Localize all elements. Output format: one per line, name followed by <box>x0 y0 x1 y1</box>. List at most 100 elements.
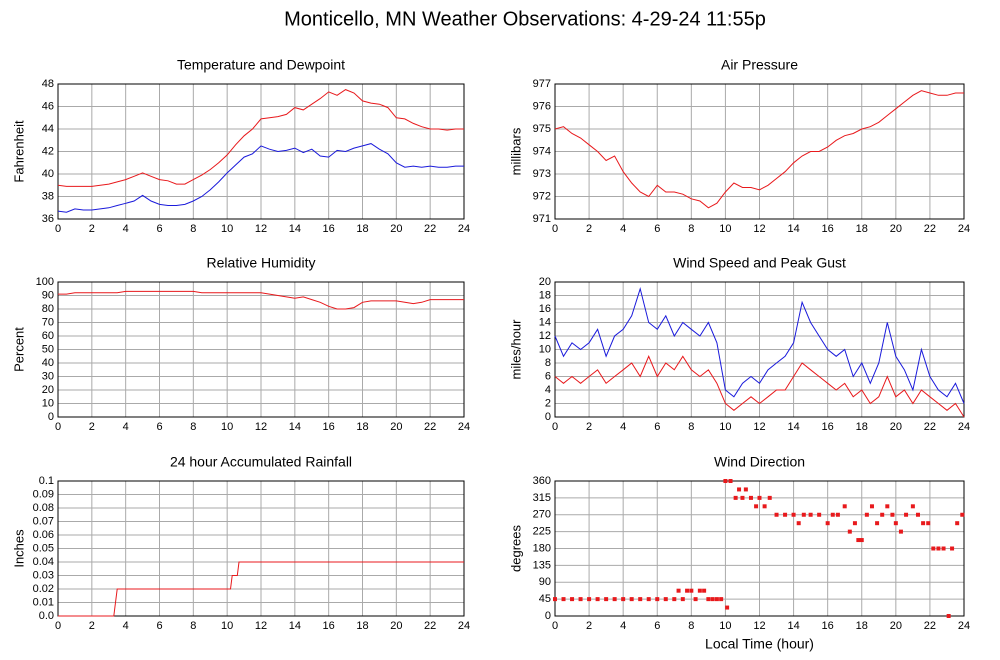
y-tick-label: 44 <box>42 123 54 135</box>
y-tick-label: 6 <box>545 370 551 382</box>
x-tick-label: 22 <box>424 421 436 433</box>
y-tick-label: 42 <box>42 145 54 157</box>
data-point <box>629 597 634 602</box>
data-point <box>737 487 742 492</box>
y-tick-label: 45 <box>539 593 551 605</box>
data-point <box>754 504 759 509</box>
data-point <box>835 512 840 517</box>
x-tick-label: 2 <box>586 421 592 433</box>
x-tick-label: 16 <box>323 421 335 433</box>
x-tick-label: 20 <box>390 620 402 632</box>
chart-title: Temperature and Dewpoint <box>177 57 345 73</box>
y-tick-label: 0.01 <box>33 596 54 608</box>
x-tick-label: 14 <box>787 223 799 235</box>
y-tick-label: 135 <box>533 559 551 571</box>
x-tick-label: 4 <box>123 421 129 433</box>
x-tick-label: 18 <box>856 620 868 632</box>
x-tick-label: 8 <box>190 620 196 632</box>
y-tick-label: 36 <box>42 213 54 225</box>
y-tick-label: 0.03 <box>33 569 54 581</box>
x-tick-label: 6 <box>654 223 660 235</box>
x-tick-label: 0 <box>55 620 61 632</box>
data-point <box>791 512 796 517</box>
y-tick-label: 0.08 <box>33 502 54 514</box>
chart-title: Wind Speed and Peak Gust <box>673 255 846 271</box>
x-tick-label: 20 <box>890 421 902 433</box>
data-point <box>621 597 626 602</box>
x-tick-label: 2 <box>89 421 95 433</box>
x-tick-label: 10 <box>719 620 731 632</box>
y-tick-label: 8 <box>545 357 551 369</box>
x-tick-label: 12 <box>753 223 765 235</box>
data-point <box>553 597 557 602</box>
x-tick-label: 12 <box>255 421 267 433</box>
x-axis-label: Local Time (hour) <box>705 636 814 652</box>
y-tick-label: 16 <box>539 303 551 315</box>
y-tick-label: 0.07 <box>33 515 54 527</box>
x-tick-label: 10 <box>719 223 731 235</box>
x-tick-label: 14 <box>787 620 799 632</box>
data-point <box>728 479 733 483</box>
y-tick-label: 0 <box>545 411 551 423</box>
x-tick-label: 12 <box>255 223 267 235</box>
y-tick-label: 0.05 <box>33 542 54 554</box>
x-tick-label: 24 <box>458 223 470 235</box>
y-tick-label: 100 <box>36 276 54 288</box>
y-tick-label: 972 <box>533 190 551 202</box>
data-point <box>743 487 748 492</box>
x-tick-label: 2 <box>89 223 95 235</box>
data-point <box>710 597 715 602</box>
data-point <box>685 588 690 593</box>
data-point <box>864 512 869 517</box>
data-point <box>693 597 698 602</box>
data-point <box>936 546 941 551</box>
x-tick-label: 8 <box>190 421 196 433</box>
data-point <box>663 597 668 602</box>
data-point <box>762 504 767 509</box>
y-tick-label: 0.09 <box>33 488 54 500</box>
y-tick-label: 10 <box>42 397 54 409</box>
x-tick-label: 10 <box>221 223 233 235</box>
x-tick-label: 22 <box>424 223 436 235</box>
chart-title: 24 hour Accumulated Rainfall <box>170 454 352 470</box>
data-line <box>58 290 464 310</box>
data-point <box>830 512 835 517</box>
chart-title: Relative Humidity <box>207 255 316 271</box>
x-tick-label: 12 <box>255 620 267 632</box>
y-tick-label: 80 <box>42 303 54 315</box>
y-tick-label: 14 <box>539 316 551 328</box>
data-point <box>595 597 600 602</box>
data-point <box>697 588 702 593</box>
x-tick-label: 16 <box>822 620 834 632</box>
data-point <box>767 495 772 500</box>
data-point <box>719 597 724 602</box>
x-tick-label: 16 <box>822 223 834 235</box>
data-point <box>847 529 852 534</box>
x-tick-label: 24 <box>958 421 970 433</box>
x-tick-label: 24 <box>958 620 970 632</box>
y-tick-label: 20 <box>539 276 551 288</box>
y-tick-label: 12 <box>539 330 551 342</box>
y-tick-label: 40 <box>42 357 54 369</box>
x-tick-label: 2 <box>586 620 592 632</box>
data-point <box>856 538 861 543</box>
y-axis-label: millibars <box>508 127 523 175</box>
y-tick-label: 974 <box>533 145 551 157</box>
plot-frame <box>57 281 465 418</box>
data-point <box>714 597 719 602</box>
x-tick-label: 16 <box>323 620 335 632</box>
data-point <box>796 521 801 526</box>
chart-title: Wind Direction <box>714 454 805 470</box>
y-axis-label: degrees <box>508 525 523 572</box>
x-tick-label: 20 <box>890 223 902 235</box>
data-point <box>604 597 609 602</box>
x-tick-label: 14 <box>289 223 301 235</box>
x-tick-label: 14 <box>787 421 799 433</box>
x-tick-label: 0 <box>552 223 558 235</box>
data-point <box>885 504 890 509</box>
y-tick-label: 40 <box>42 168 54 180</box>
data-point <box>950 546 955 551</box>
x-tick-label: 10 <box>221 421 233 433</box>
data-point <box>890 512 895 517</box>
